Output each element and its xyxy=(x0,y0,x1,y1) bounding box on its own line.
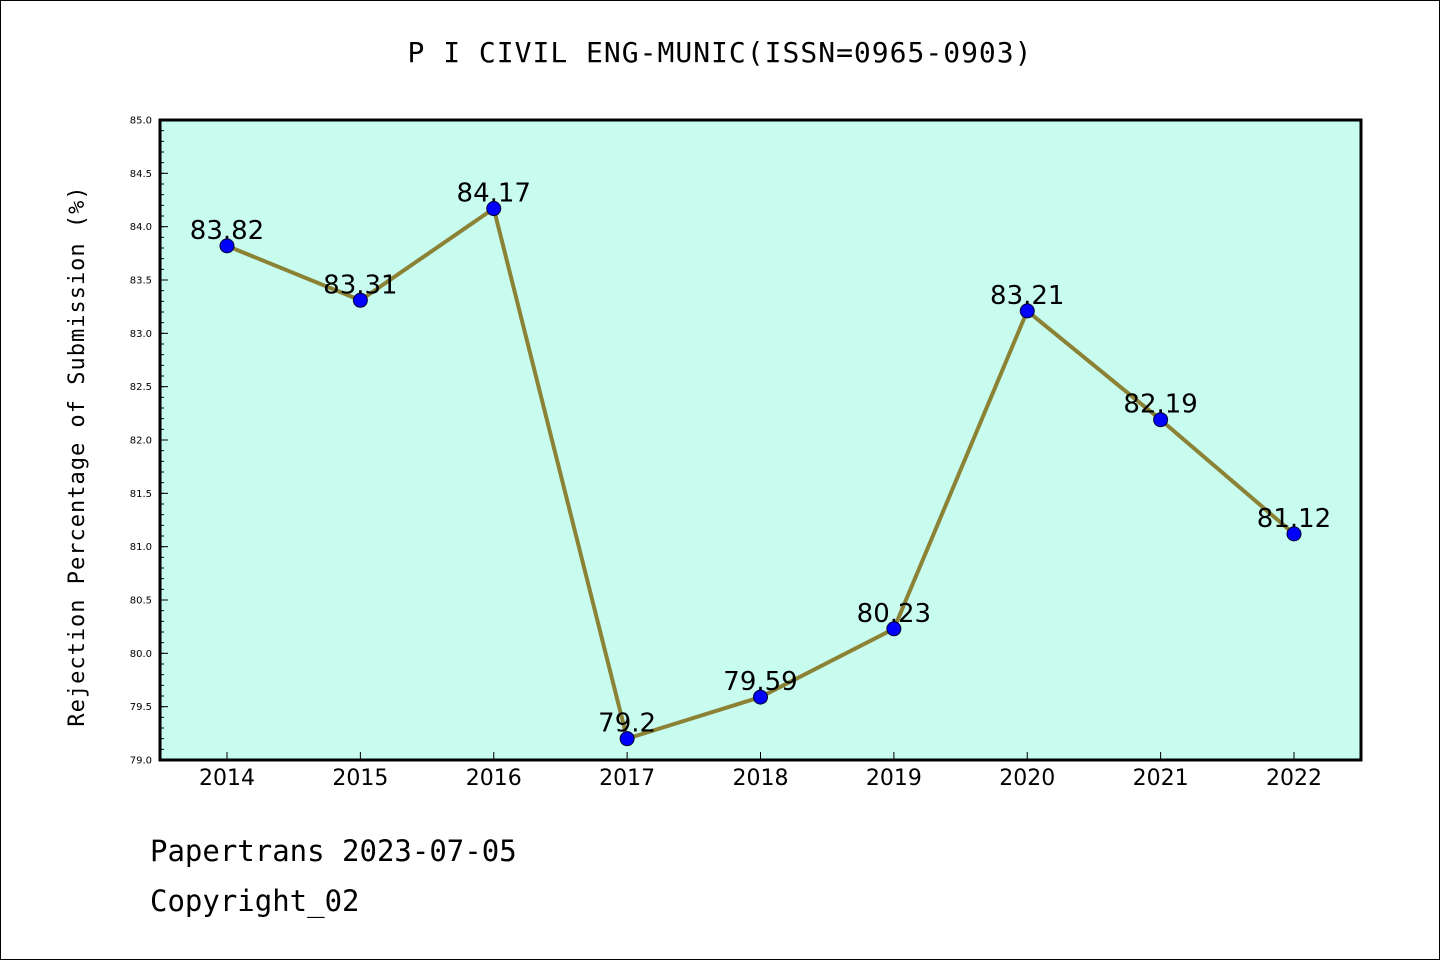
chart-title: P I CIVIL ENG-MUNIC(ISSN=0965-0903) xyxy=(407,36,1033,69)
y-tick-label: 80.5 xyxy=(130,596,152,607)
data-label: 80.23 xyxy=(857,599,931,629)
plot-background xyxy=(160,120,1361,760)
y-tick-label: 79.0 xyxy=(130,756,152,767)
data-label: 82.19 xyxy=(1123,390,1197,420)
data-point-marker xyxy=(753,689,768,705)
x-tick-label: 2015 xyxy=(332,766,388,791)
x-tick-label: 2018 xyxy=(733,766,789,791)
data-label: 83.21 xyxy=(990,281,1064,311)
x-tick-label: 2017 xyxy=(599,766,655,791)
y-tick-label: 79.5 xyxy=(130,702,152,713)
x-tick-label: 2014 xyxy=(199,766,255,791)
y-tick-label: 83.5 xyxy=(130,276,152,287)
y-tick-label: 82.5 xyxy=(130,382,152,393)
y-tick-label: 81.0 xyxy=(130,542,152,553)
data-point-marker xyxy=(619,731,635,747)
data-point-marker xyxy=(886,621,902,637)
plot-border xyxy=(158,118,1363,762)
x-tick-label: 2016 xyxy=(466,766,522,791)
data-point-marker xyxy=(1019,303,1035,319)
data-point-marker xyxy=(1286,526,1302,542)
data-point-marker xyxy=(1153,412,1169,428)
y-axis-title: Rejection Percentage of Submission (%) xyxy=(65,185,90,726)
data-label: 84.17 xyxy=(457,179,531,209)
y-tick-label: 84.5 xyxy=(130,169,152,180)
y-tick-label: 82.0 xyxy=(130,436,152,447)
x-tick-label: 2021 xyxy=(1133,766,1189,791)
footer-copyright-text: Copyright_02 xyxy=(150,884,360,918)
footer-date-text: Papertrans 2023-07-05 xyxy=(150,834,517,868)
y-tick-label: 81.5 xyxy=(130,489,152,500)
data-label: 79.2 xyxy=(598,709,656,739)
data-label: 79.59 xyxy=(723,667,797,697)
y-tick-label: 85.0 xyxy=(130,116,152,127)
data-label: 83.82 xyxy=(190,216,264,246)
x-tick-label: 2019 xyxy=(866,766,922,791)
data-label: 81.12 xyxy=(1257,504,1331,534)
y-tick-label: 84.0 xyxy=(130,222,152,233)
x-tick-label: 2022 xyxy=(1266,766,1322,791)
y-tick-label: 83.0 xyxy=(130,329,152,340)
y-tick-label: 80.0 xyxy=(130,649,152,660)
x-tick-label: 2020 xyxy=(999,766,1055,791)
data-point-marker xyxy=(486,201,502,217)
data-point-marker xyxy=(352,292,368,308)
data-label: 83.31 xyxy=(323,270,397,300)
data-point-marker xyxy=(219,238,235,254)
